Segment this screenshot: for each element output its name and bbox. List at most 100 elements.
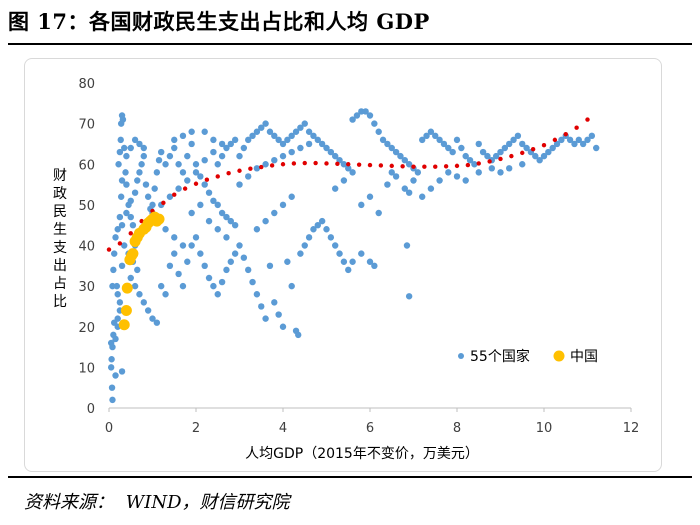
trend-dot [172,192,177,197]
country-point [519,140,526,148]
country-point [123,152,130,160]
country-point [436,136,443,144]
country-point [271,132,278,140]
country-point [271,299,278,306]
country-point [284,136,291,144]
trend-dot [313,160,318,166]
trend-dot [237,168,242,173]
country-point [231,221,239,229]
country-point [171,144,178,152]
country-point [117,136,124,144]
country-point [403,242,411,249]
country-point [288,282,295,290]
trend-dot [454,163,460,169]
country-point [501,144,509,152]
country-point [134,177,141,184]
china-series [118,211,165,331]
country-point [214,201,221,209]
country-point [458,144,465,152]
country-point [140,152,147,160]
country-point [392,173,400,180]
country-point [136,169,143,176]
country-point [155,156,163,164]
country-point [179,132,187,140]
country-point [214,226,221,233]
country-point [218,140,226,148]
country-point [184,258,191,265]
country-point [179,242,187,249]
axes: 0 2 4 6 8 10 12 0 10 20 30 40 50 60 70 80 人均GDP（2015年不变价… [53,77,639,462]
country-point [549,144,556,152]
country-point [121,242,128,249]
country-point [114,315,121,322]
trend-dot [389,163,394,169]
country-point [423,132,430,140]
country-point [214,291,221,298]
country-point [231,250,239,257]
country-point [188,128,195,135]
country-point [171,234,178,241]
trend-dot [563,131,568,137]
trend-dot [356,162,362,167]
x-tick-label: 2 [192,421,200,436]
trend-dot [182,186,188,191]
country-point [536,156,543,164]
country-point [449,148,456,156]
country-point [566,136,574,144]
country-point [366,258,374,265]
country-point [249,278,256,286]
country-point [149,201,156,209]
trend-dot [541,142,547,148]
country-point [245,136,252,144]
country-point [227,140,234,148]
country-point [166,152,174,160]
china-point [118,319,130,331]
country-point [262,161,269,168]
country-point [223,144,230,152]
country-point [349,116,356,123]
country-point [188,209,195,217]
trend-dot [204,177,210,182]
country-point [579,140,587,148]
y-tick-label: 70 [78,118,95,133]
country-point [301,242,308,249]
country-point [231,136,239,144]
country-point [118,177,126,184]
country-point [279,323,287,330]
country-point [127,274,134,282]
y-tick-label: 80 [78,77,95,92]
country-point [279,201,287,209]
country-point [323,144,330,152]
country-point [171,136,178,144]
country-point [384,181,391,188]
country-point [279,140,287,148]
trend-dot [433,164,438,169]
country-point [288,193,295,200]
country-point [332,152,339,160]
country-point [112,335,119,343]
country-point [262,120,269,127]
country-point [479,148,487,156]
y-axis-label-char: 生 [53,222,67,238]
country-point [340,258,348,265]
trend-dot [117,241,123,246]
country-point [109,396,116,404]
country-point [197,201,204,209]
country-point [510,136,517,144]
country-point [506,165,513,172]
country-point [427,128,435,135]
country-point [140,144,147,152]
trend-dot [400,164,405,169]
trend-dot [248,166,253,171]
country-point [240,144,248,152]
country-point [223,213,230,221]
country-point [571,140,578,148]
country-point [144,193,152,200]
country-point [236,181,243,188]
country-point [266,128,274,135]
country-point [453,136,461,144]
country-point [111,250,118,257]
country-point [127,197,134,205]
country-point [114,291,121,298]
